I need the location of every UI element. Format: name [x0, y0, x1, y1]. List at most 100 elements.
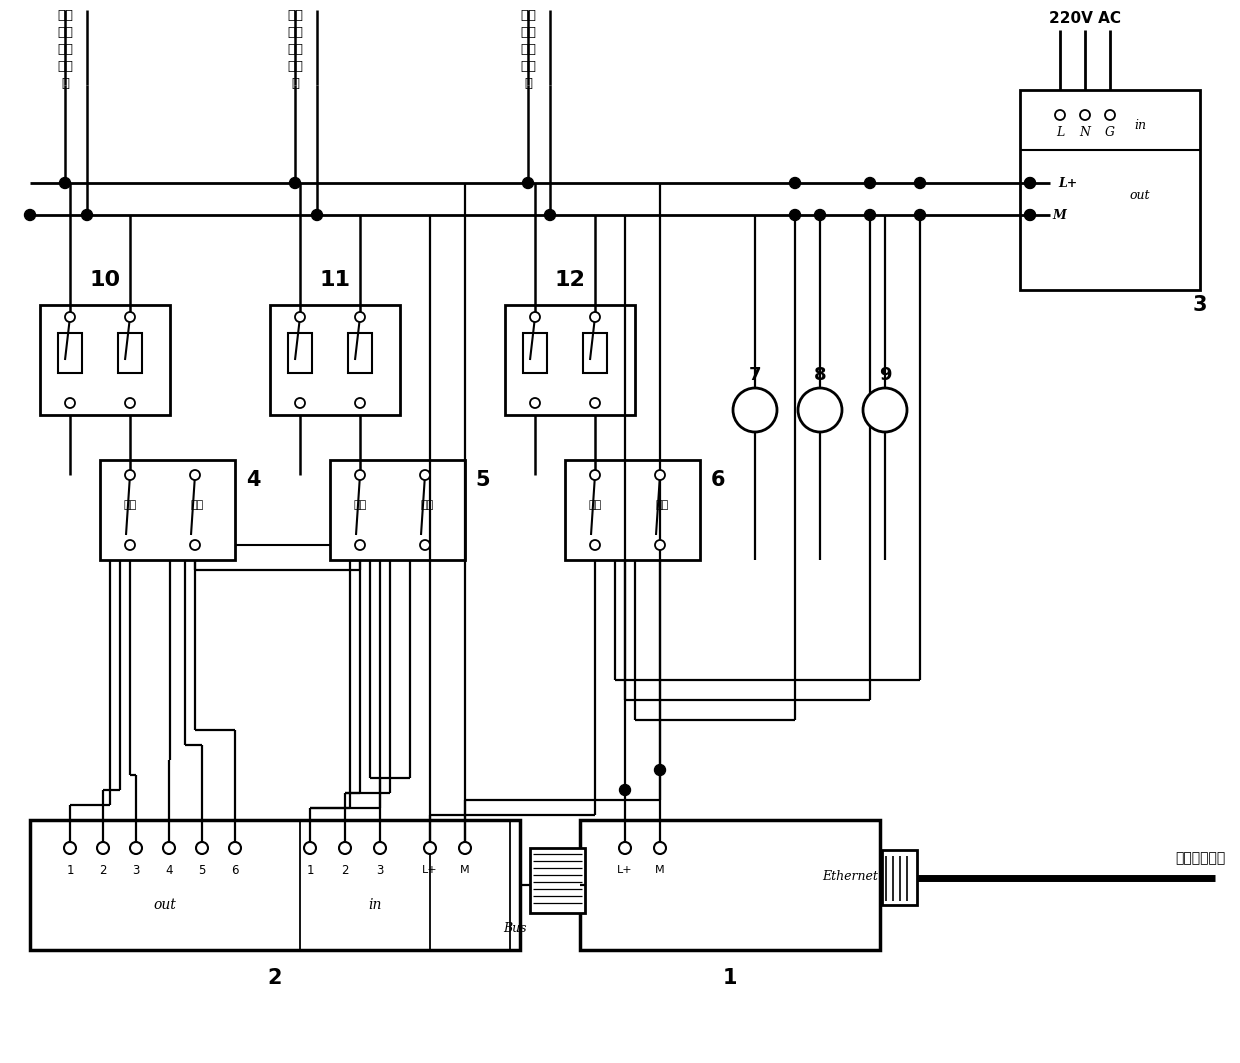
Text: 设备: 设备 — [286, 9, 303, 21]
Circle shape — [1024, 178, 1035, 188]
Circle shape — [355, 470, 365, 480]
Circle shape — [863, 388, 906, 432]
Text: 停机: 停机 — [286, 26, 303, 38]
Text: L+: L+ — [618, 865, 632, 875]
Bar — [270, 305, 401, 415]
Text: 4: 4 — [246, 470, 260, 490]
Circle shape — [522, 178, 533, 188]
Circle shape — [620, 784, 630, 795]
Circle shape — [196, 842, 208, 854]
Text: 允许: 允许 — [353, 500, 367, 510]
Text: 1: 1 — [306, 863, 314, 877]
Circle shape — [64, 398, 74, 408]
Circle shape — [311, 209, 322, 220]
Bar — [58, 333, 82, 373]
Circle shape — [1025, 210, 1035, 220]
Circle shape — [590, 540, 600, 550]
Text: 停机: 停机 — [520, 26, 536, 38]
Text: 7: 7 — [749, 366, 761, 384]
Text: 设备: 设备 — [57, 9, 73, 21]
Text: in: in — [368, 898, 382, 912]
Text: 禁止: 禁止 — [420, 500, 434, 510]
Text: 3: 3 — [376, 863, 383, 877]
Circle shape — [130, 842, 143, 854]
Circle shape — [355, 313, 365, 322]
Circle shape — [125, 398, 135, 408]
Text: L: L — [1056, 125, 1064, 138]
Bar — [288, 333, 312, 373]
Text: 5: 5 — [198, 863, 206, 877]
Circle shape — [1024, 209, 1035, 220]
Circle shape — [304, 842, 316, 854]
Text: 8: 8 — [813, 366, 826, 384]
Circle shape — [653, 842, 666, 854]
Text: M: M — [460, 865, 470, 875]
Text: 接线: 接线 — [57, 60, 73, 72]
Bar — [1021, 90, 1200, 290]
Bar — [40, 305, 170, 415]
Circle shape — [162, 842, 175, 854]
Circle shape — [799, 388, 842, 432]
Bar — [100, 460, 236, 560]
Bar — [330, 460, 465, 560]
Circle shape — [64, 313, 74, 322]
Circle shape — [1105, 109, 1115, 120]
Circle shape — [125, 540, 135, 550]
Bar — [583, 333, 608, 373]
Circle shape — [1055, 109, 1065, 120]
Bar — [882, 850, 918, 905]
Text: 1: 1 — [66, 863, 73, 877]
Bar — [505, 305, 635, 415]
Circle shape — [915, 178, 925, 188]
Text: M: M — [1052, 208, 1066, 221]
Circle shape — [529, 398, 539, 408]
Circle shape — [864, 209, 875, 220]
Text: 1: 1 — [723, 968, 738, 988]
Bar — [30, 820, 520, 950]
Circle shape — [355, 540, 365, 550]
Text: 2: 2 — [341, 863, 348, 877]
Circle shape — [655, 764, 666, 776]
Text: out: out — [1130, 188, 1151, 202]
Circle shape — [229, 842, 241, 854]
Text: 6: 6 — [231, 863, 239, 877]
Text: 4: 4 — [165, 863, 172, 877]
Text: L+: L+ — [422, 865, 438, 875]
Circle shape — [655, 470, 665, 480]
Text: 设备: 设备 — [520, 9, 536, 21]
Text: 按鈕: 按鈕 — [520, 43, 536, 55]
Text: out: out — [154, 898, 176, 912]
Circle shape — [339, 842, 351, 854]
Circle shape — [864, 178, 875, 188]
Circle shape — [25, 209, 36, 220]
Circle shape — [374, 842, 386, 854]
Circle shape — [655, 540, 665, 550]
Circle shape — [1025, 178, 1035, 188]
Circle shape — [355, 398, 365, 408]
Text: 允许: 允许 — [588, 500, 601, 510]
Text: Ethernet: Ethernet — [822, 871, 878, 883]
Text: 12: 12 — [554, 270, 585, 290]
Circle shape — [82, 209, 93, 220]
Circle shape — [1080, 109, 1090, 120]
Text: 停机: 停机 — [57, 26, 73, 38]
Text: 9: 9 — [879, 366, 892, 384]
Text: 工控网交换机: 工控网交换机 — [1176, 851, 1225, 865]
Circle shape — [619, 842, 631, 854]
Circle shape — [424, 842, 436, 854]
Bar — [565, 460, 701, 560]
Bar — [118, 333, 143, 373]
Text: 2: 2 — [99, 863, 107, 877]
Circle shape — [529, 313, 539, 322]
Text: 端: 端 — [291, 77, 299, 89]
Text: 2: 2 — [268, 968, 283, 988]
Circle shape — [420, 470, 430, 480]
Circle shape — [815, 209, 826, 220]
Circle shape — [915, 209, 925, 220]
Bar — [348, 333, 372, 373]
Circle shape — [60, 178, 71, 188]
Circle shape — [459, 842, 471, 854]
Circle shape — [64, 842, 76, 854]
Bar — [529, 848, 585, 913]
Circle shape — [125, 313, 135, 322]
